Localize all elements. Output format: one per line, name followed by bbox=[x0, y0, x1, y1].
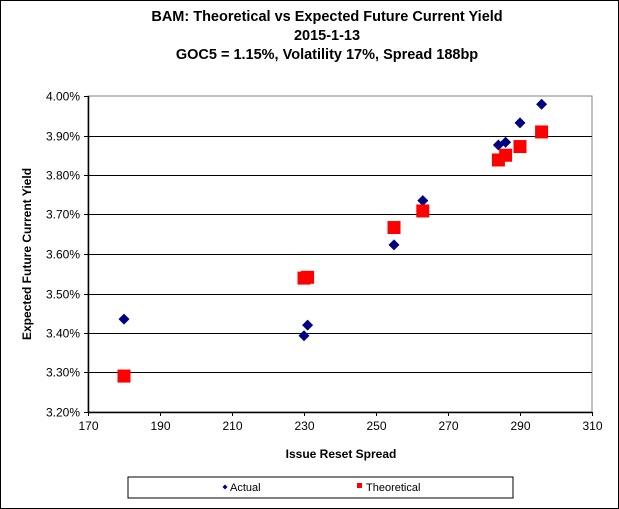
y-tick-label: 3.60% bbox=[46, 248, 80, 262]
y-tick-label: 3.50% bbox=[46, 288, 80, 302]
x-tick-label: 270 bbox=[438, 419, 458, 433]
y-axis-title: Expected Future Current Yield bbox=[20, 168, 34, 340]
y-tick-label: 3.80% bbox=[46, 169, 80, 183]
x-tick-label: 250 bbox=[366, 419, 386, 433]
actual-point bbox=[388, 239, 400, 251]
actual-point bbox=[298, 330, 310, 342]
x-tick-label: 190 bbox=[150, 419, 170, 433]
actual-point bbox=[417, 195, 429, 207]
legend-square-icon bbox=[357, 483, 362, 488]
x-axis-title: Issue Reset Spread bbox=[286, 447, 397, 461]
y-tick-label: 3.30% bbox=[46, 366, 80, 380]
theoretical-point bbox=[301, 270, 315, 284]
x-tick-label: 230 bbox=[294, 419, 314, 433]
x-tick-label: 290 bbox=[510, 419, 530, 433]
x-tick-label: 170 bbox=[78, 419, 98, 433]
legend: Actual Theoretical bbox=[127, 476, 514, 499]
chart-title-line-3: GOC5 = 1.15%, Volatility 17%, Spread 188… bbox=[176, 47, 478, 63]
y-tick-label: 3.90% bbox=[46, 130, 80, 144]
legend-label-actual: Actual bbox=[230, 482, 261, 494]
actual-point bbox=[536, 98, 548, 110]
chart-title-line-1: BAM: Theoretical vs Expected Future Curr… bbox=[151, 9, 502, 25]
actual-point bbox=[500, 136, 512, 148]
x-tick-label: 310 bbox=[582, 419, 602, 433]
theoretical-point bbox=[387, 221, 401, 235]
legend-diamond-icon bbox=[222, 484, 228, 490]
theoretical-point bbox=[416, 204, 430, 218]
y-tick-label: 3.70% bbox=[46, 208, 80, 222]
theoretical-point bbox=[117, 369, 131, 383]
y-tick-label: 3.40% bbox=[46, 327, 80, 341]
theoretical-point bbox=[535, 125, 549, 139]
chart-title-line-2: 2015-1-13 bbox=[294, 28, 360, 44]
y-tick-label: 3.20% bbox=[46, 406, 80, 420]
legend-label-theoretical: Theoretical bbox=[366, 482, 420, 494]
actual-point bbox=[514, 117, 526, 129]
actual-point bbox=[118, 313, 130, 325]
theoretical-point bbox=[513, 140, 527, 154]
actual-point bbox=[302, 319, 314, 331]
x-tick-label: 210 bbox=[222, 419, 242, 433]
legend-box bbox=[127, 476, 514, 499]
theoretical-point bbox=[499, 148, 513, 162]
y-tick-label: 4.00% bbox=[46, 90, 80, 104]
